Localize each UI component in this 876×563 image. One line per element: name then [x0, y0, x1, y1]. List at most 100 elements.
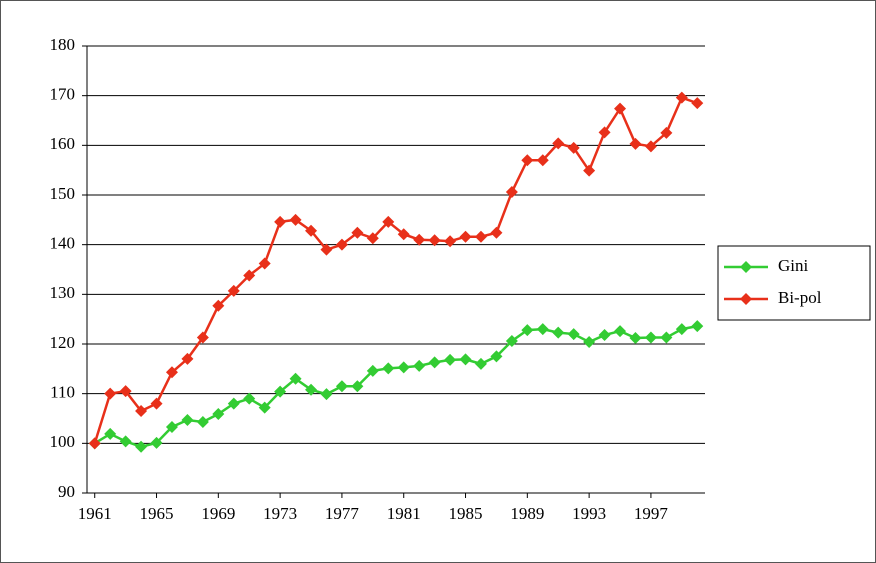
data-point — [691, 320, 704, 333]
data-point — [382, 215, 395, 228]
data-point — [521, 154, 534, 167]
data-point — [413, 233, 426, 246]
x-tick-label: 1969 — [201, 504, 235, 523]
data-point — [227, 397, 240, 410]
data-point — [644, 140, 657, 153]
legend-label: Bi-pol — [778, 288, 822, 307]
data-point — [459, 230, 472, 243]
x-tick-label: 1997 — [634, 504, 669, 523]
y-tick-label: 130 — [50, 283, 76, 302]
data-point — [119, 385, 132, 398]
data-point — [598, 329, 611, 342]
data-point — [258, 257, 271, 270]
data-point — [660, 126, 673, 139]
data-point — [366, 364, 379, 377]
data-point — [320, 388, 333, 401]
data-point — [521, 324, 534, 337]
data-point — [675, 323, 688, 336]
data-point — [691, 97, 704, 110]
data-point — [428, 234, 441, 247]
y-tick-label: 110 — [50, 383, 75, 402]
data-point — [552, 137, 565, 150]
data-point — [675, 91, 688, 104]
data-point — [444, 235, 457, 248]
data-point — [629, 332, 642, 345]
x-tick-label: 1981 — [387, 504, 421, 523]
data-point — [181, 352, 194, 365]
x-tick-label: 1993 — [572, 504, 606, 523]
y-tick-label: 120 — [50, 333, 76, 352]
data-point — [212, 299, 225, 312]
y-tick-label: 180 — [50, 35, 76, 54]
x-tick-label: 1973 — [263, 504, 297, 523]
data-point — [274, 385, 287, 398]
data-point — [474, 357, 487, 370]
data-point — [227, 284, 240, 297]
y-tick-label: 100 — [50, 432, 76, 451]
data-point — [104, 387, 117, 400]
data-point — [366, 232, 379, 245]
data-point — [660, 331, 673, 344]
data-point — [289, 372, 302, 385]
legend-box — [717, 245, 871, 321]
data-point — [135, 440, 148, 453]
data-point — [598, 126, 611, 139]
data-point — [135, 405, 148, 418]
data-point — [397, 228, 410, 241]
series-line — [93, 96, 698, 444]
data-point — [382, 362, 395, 375]
data-point — [196, 331, 209, 344]
data-point — [150, 397, 163, 410]
y-tick-label: 150 — [50, 184, 76, 203]
data-point — [552, 326, 565, 339]
y-tick-label: 90 — [58, 482, 75, 501]
data-point — [567, 141, 580, 154]
data-point — [181, 413, 194, 426]
x-tick-label: 1989 — [510, 504, 544, 523]
data-point — [119, 435, 132, 448]
data-point — [351, 226, 364, 239]
x-tick-label: 1985 — [449, 504, 483, 523]
data-point — [397, 361, 410, 374]
data-point — [212, 408, 225, 421]
data-point — [243, 392, 256, 405]
data-point — [536, 323, 549, 336]
data-point — [335, 380, 348, 393]
data-point — [629, 137, 642, 150]
x-tick-label: 1977 — [325, 504, 360, 523]
data-point — [274, 215, 287, 228]
data-point — [104, 427, 117, 440]
data-point — [320, 243, 333, 256]
legend-marker — [740, 293, 752, 305]
data-point — [505, 335, 518, 348]
data-point — [196, 415, 209, 428]
data-point — [335, 238, 348, 251]
x-tick-label: 1961 — [78, 504, 112, 523]
x-tick-label: 1965 — [140, 504, 174, 523]
data-point — [459, 353, 472, 366]
data-point — [289, 213, 302, 226]
legend-marker — [740, 261, 752, 273]
y-tick-label: 160 — [50, 134, 76, 153]
data-point — [88, 437, 101, 450]
data-point — [428, 356, 441, 369]
data-point — [165, 366, 178, 379]
data-point — [305, 224, 318, 237]
y-tick-label: 140 — [50, 234, 76, 253]
series-line — [94, 324, 698, 449]
data-point — [413, 359, 426, 372]
legend-label: Gini — [778, 256, 809, 275]
data-point — [583, 164, 596, 177]
data-point — [614, 325, 627, 338]
data-point — [505, 186, 518, 199]
y-tick-label: 170 — [50, 85, 76, 104]
data-point — [444, 353, 457, 366]
data-point — [305, 383, 318, 396]
data-point — [567, 328, 580, 341]
data-point — [614, 102, 627, 115]
data-point — [490, 226, 503, 239]
data-point — [150, 436, 163, 449]
data-point — [536, 154, 549, 167]
data-point — [490, 350, 503, 363]
